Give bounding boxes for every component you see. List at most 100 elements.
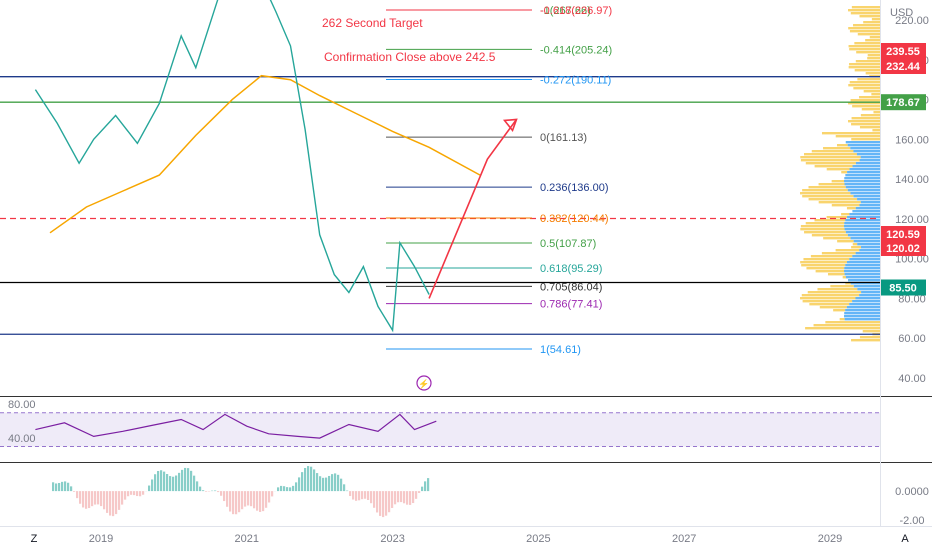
macd-histogram-bar bbox=[250, 491, 253, 507]
volume-profile-bar bbox=[851, 339, 880, 342]
volume-profile-bar bbox=[850, 99, 880, 102]
macd-histogram-bar bbox=[367, 491, 370, 500]
macd-histogram-bar bbox=[424, 481, 427, 492]
macd-histogram-bar bbox=[394, 491, 397, 505]
volume-profile-bar bbox=[849, 81, 880, 84]
macd-histogram-bar bbox=[148, 485, 151, 492]
volume-profile-bar bbox=[865, 72, 880, 75]
volume-profile-bar bbox=[803, 258, 850, 261]
volume-profile-bar bbox=[810, 255, 853, 258]
macd-histogram-bar bbox=[127, 491, 130, 497]
volume-profile-bar bbox=[871, 93, 880, 96]
macd-histogram-bar bbox=[409, 491, 412, 505]
volume-profile-bar bbox=[849, 48, 880, 51]
volume-profile-bar bbox=[850, 282, 880, 285]
macd-histogram-bar bbox=[364, 491, 367, 499]
macd-pane bbox=[52, 466, 430, 518]
macd-histogram-bar bbox=[277, 487, 280, 492]
rsi-tick-0: 80.00 bbox=[8, 399, 36, 411]
macd-histogram-bar bbox=[160, 470, 163, 492]
volume-profile-bar bbox=[815, 270, 845, 273]
macd-histogram-bar bbox=[241, 491, 244, 510]
volume-profile-bar bbox=[803, 153, 857, 156]
macd-histogram-bar bbox=[76, 491, 79, 499]
volume-profile-bar bbox=[855, 297, 880, 300]
volume-profile-bar bbox=[809, 303, 850, 306]
fib-label-10: 0.786(77.41) bbox=[540, 299, 602, 311]
volume-profile-bar bbox=[851, 6, 880, 9]
volume-profile-bar bbox=[845, 174, 880, 177]
volume-profile-bar bbox=[821, 252, 856, 255]
fib-labels: -1(267.66)-0.618(226.97) -0.414(205.24) -0… bbox=[540, 5, 612, 356]
volume-profile-bar bbox=[819, 306, 847, 309]
price-tick-5: 100.00 bbox=[895, 254, 929, 266]
volume-profile-bar bbox=[847, 144, 880, 147]
macd-histogram-bar bbox=[124, 491, 127, 500]
macd-histogram-bar bbox=[247, 491, 250, 506]
macd-histogram-bar bbox=[280, 485, 283, 492]
volume-profile-bar bbox=[806, 267, 845, 270]
volume-profile-bar bbox=[848, 66, 880, 69]
macd-histogram-bar bbox=[55, 483, 58, 492]
volume-profile-bar bbox=[847, 171, 880, 174]
volume-profile-bar bbox=[845, 282, 851, 285]
macd-histogram-bar bbox=[349, 491, 352, 497]
volume-profile-bar bbox=[844, 222, 880, 225]
volume-profile-bar bbox=[811, 150, 854, 153]
volume-profile-bar bbox=[821, 132, 880, 135]
fib-label-9: 0.705(86.04) bbox=[540, 281, 602, 293]
macd-histogram-bar bbox=[322, 477, 325, 492]
toolbar-left-button[interactable]: Z bbox=[31, 533, 38, 545]
price-tag-bg-1 bbox=[881, 58, 926, 74]
fib-label-6: 0.382(120.44) bbox=[540, 213, 609, 225]
time-axis[interactable]: 2019 2021 2023 2025 2027 2029 bbox=[89, 533, 842, 545]
volume-profile-bar bbox=[845, 309, 880, 312]
macd-histogram-bar bbox=[427, 478, 430, 492]
macd-histogram-bar bbox=[58, 482, 61, 492]
macd-histogram-bar bbox=[286, 487, 289, 492]
macd-histogram-bar bbox=[232, 491, 235, 515]
volume-profile-bar bbox=[800, 228, 845, 231]
volume-profile-bar bbox=[807, 291, 862, 294]
macd-histogram-bar bbox=[268, 491, 271, 503]
volume-profile-bar bbox=[852, 243, 858, 246]
rsi-pane bbox=[0, 412, 880, 448]
macd-histogram-bar bbox=[130, 491, 133, 495]
lightning-icon[interactable] bbox=[416, 375, 432, 391]
macd-histogram-bar bbox=[406, 491, 409, 505]
volume-profile-bar bbox=[850, 12, 880, 15]
fib-label-5: 0.236(136.00) bbox=[540, 182, 609, 194]
volume-profile-bar bbox=[826, 168, 850, 171]
toolbar-right-button[interactable]: A bbox=[901, 533, 909, 545]
macd-histogram-bar bbox=[157, 470, 160, 492]
price-tick-6: 80.00 bbox=[898, 293, 926, 305]
volume-profile-bar bbox=[852, 210, 880, 213]
volume-profile-bar bbox=[818, 201, 861, 204]
macd-histogram-bar bbox=[271, 491, 274, 497]
volume-profile-bar bbox=[855, 60, 880, 63]
price-tick-7: 60.00 bbox=[898, 333, 926, 345]
macd-histogram-bar bbox=[202, 490, 205, 492]
macd-histogram-bar bbox=[238, 491, 241, 513]
volume-profile-bar bbox=[845, 141, 880, 144]
macd-histogram-bar bbox=[262, 491, 265, 512]
macd-histogram-bar bbox=[382, 491, 385, 518]
volume-profile-bar bbox=[849, 168, 880, 171]
volume-profile-bar bbox=[801, 294, 860, 297]
macd-histogram-bar bbox=[352, 491, 355, 500]
volume-profile-bar bbox=[851, 117, 880, 120]
volume-profile-bar bbox=[818, 183, 845, 186]
time-tick-1: 2021 bbox=[235, 533, 259, 545]
volume-profile-bar bbox=[863, 21, 880, 24]
macd-histogram-bar bbox=[205, 491, 208, 492]
volume-profile-bar bbox=[846, 207, 856, 210]
volume-profile-bar bbox=[826, 216, 848, 219]
volume-profile-bar bbox=[861, 108, 880, 111]
volume-profile-bar bbox=[844, 312, 880, 315]
macd-histogram-bar bbox=[112, 491, 115, 517]
volume-profile-bar bbox=[849, 30, 880, 33]
rsi-tick-1: 40.00 bbox=[8, 433, 36, 445]
volume-profile-bar bbox=[865, 39, 880, 42]
volume-profile-bar bbox=[831, 180, 845, 183]
